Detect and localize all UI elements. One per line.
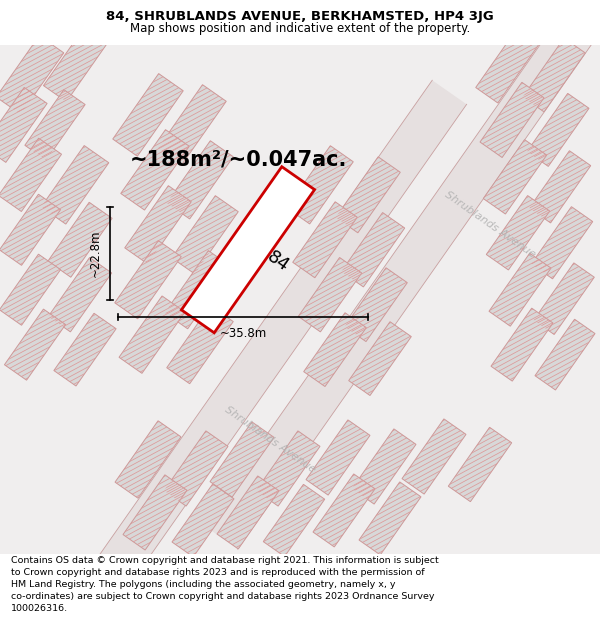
Polygon shape	[313, 474, 375, 547]
Polygon shape	[203, 0, 600, 549]
Text: Map shows position and indicative extent of the property.: Map shows position and indicative extent…	[130, 22, 470, 35]
Polygon shape	[336, 157, 400, 233]
Polygon shape	[0, 254, 61, 325]
Polygon shape	[0, 138, 62, 211]
Polygon shape	[535, 319, 595, 390]
Polygon shape	[287, 146, 353, 224]
Polygon shape	[48, 258, 112, 332]
Polygon shape	[121, 129, 189, 210]
Polygon shape	[486, 196, 550, 270]
Polygon shape	[123, 475, 187, 550]
Polygon shape	[54, 313, 116, 386]
Polygon shape	[0, 88, 47, 162]
Polygon shape	[448, 428, 512, 502]
Polygon shape	[41, 146, 109, 224]
Polygon shape	[476, 27, 540, 103]
Text: ~35.8m: ~35.8m	[220, 327, 266, 339]
Polygon shape	[529, 151, 591, 223]
Polygon shape	[43, 28, 107, 102]
Polygon shape	[115, 241, 181, 319]
Polygon shape	[0, 36, 64, 114]
Polygon shape	[115, 421, 181, 498]
Polygon shape	[483, 139, 547, 214]
Polygon shape	[523, 38, 585, 112]
Polygon shape	[531, 207, 593, 279]
Polygon shape	[48, 202, 112, 278]
Text: Shrublands Avenue: Shrublands Avenue	[443, 189, 537, 260]
Polygon shape	[306, 420, 370, 495]
Text: 84: 84	[263, 248, 293, 276]
Polygon shape	[181, 167, 314, 332]
Polygon shape	[0, 80, 467, 625]
Text: ~188m²/~0.047ac.: ~188m²/~0.047ac.	[130, 150, 347, 170]
Text: ~22.8m: ~22.8m	[89, 229, 102, 277]
Polygon shape	[298, 258, 362, 332]
Polygon shape	[158, 85, 226, 165]
Polygon shape	[359, 482, 421, 555]
Polygon shape	[491, 308, 553, 381]
Text: Shrublands Avenue: Shrublands Avenue	[223, 404, 317, 474]
Polygon shape	[167, 141, 233, 219]
Polygon shape	[210, 422, 274, 497]
Polygon shape	[293, 202, 357, 278]
Polygon shape	[402, 419, 466, 494]
Polygon shape	[349, 322, 411, 396]
Polygon shape	[304, 312, 366, 386]
Polygon shape	[172, 196, 238, 274]
Polygon shape	[345, 268, 407, 342]
Polygon shape	[125, 186, 191, 264]
Polygon shape	[172, 484, 234, 557]
Polygon shape	[341, 213, 405, 287]
Text: 84, SHRUBLANDS AVENUE, BERKHAMSTED, HP4 3JG: 84, SHRUBLANDS AVENUE, BERKHAMSTED, HP4 …	[106, 10, 494, 23]
Polygon shape	[533, 263, 595, 334]
Polygon shape	[113, 74, 183, 156]
Polygon shape	[352, 429, 416, 504]
Polygon shape	[527, 93, 589, 166]
Polygon shape	[263, 484, 325, 556]
Polygon shape	[489, 253, 551, 326]
Polygon shape	[0, 194, 61, 266]
Polygon shape	[165, 251, 231, 329]
Polygon shape	[4, 309, 65, 380]
Polygon shape	[217, 476, 279, 549]
Polygon shape	[256, 431, 320, 506]
Polygon shape	[25, 89, 85, 160]
Polygon shape	[480, 82, 544, 158]
Polygon shape	[167, 306, 233, 384]
Polygon shape	[164, 431, 228, 506]
Text: Contains OS data © Crown copyright and database right 2021. This information is : Contains OS data © Crown copyright and d…	[11, 556, 439, 612]
Polygon shape	[119, 296, 185, 373]
